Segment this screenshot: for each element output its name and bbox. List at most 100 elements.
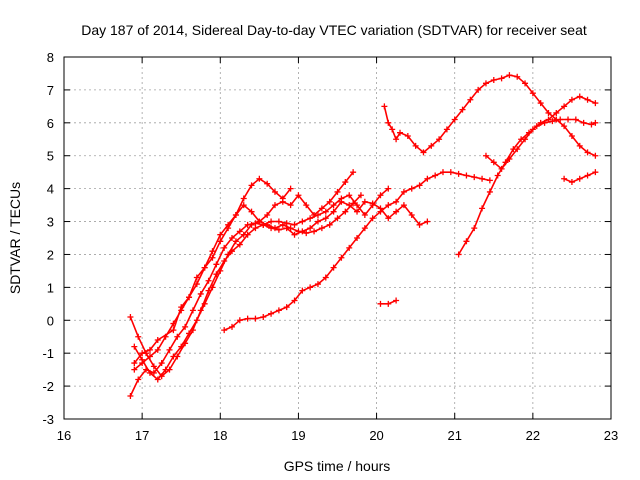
- data-point: [279, 221, 286, 228]
- data-point: [127, 392, 134, 399]
- data-point: [385, 202, 392, 209]
- x-axis-label: GPS time / hours: [284, 458, 391, 474]
- data-point: [162, 366, 169, 373]
- data-point: [314, 218, 321, 225]
- data-point: [553, 109, 560, 116]
- data-point: [475, 86, 482, 93]
- data-point: [170, 327, 177, 334]
- data-point: [158, 360, 165, 367]
- data-point: [307, 215, 314, 222]
- data-point: [522, 136, 529, 143]
- y-tick-label: 3: [47, 215, 54, 230]
- data-point: [369, 215, 376, 222]
- series-layer: [127, 72, 599, 399]
- y-tick-label: 8: [47, 50, 54, 65]
- data-point: [318, 225, 325, 232]
- x-tick-label: 21: [447, 428, 461, 443]
- data-point: [186, 330, 193, 337]
- data-point: [389, 126, 396, 133]
- data-point: [299, 218, 306, 225]
- data-point: [576, 93, 583, 100]
- data-point: [229, 235, 236, 241]
- data-point: [486, 188, 493, 195]
- data-point: [522, 80, 529, 87]
- y-tick-label: -1: [42, 346, 54, 361]
- data-point: [537, 100, 544, 107]
- data-point: [565, 116, 572, 123]
- x-tick-label: 19: [291, 428, 305, 443]
- data-point: [576, 175, 583, 182]
- data-point: [322, 208, 329, 215]
- data-point: [314, 281, 321, 288]
- data-point: [232, 211, 239, 218]
- data-point: [271, 225, 278, 232]
- data-point: [498, 165, 505, 172]
- y-tick-label: -2: [42, 379, 54, 394]
- data-point: [568, 132, 575, 139]
- data-point: [221, 327, 228, 334]
- data-point: [299, 287, 306, 294]
- data-point: [490, 77, 497, 84]
- data-point: [537, 119, 544, 126]
- data-point: [592, 100, 599, 107]
- x-tick-label: 18: [213, 428, 227, 443]
- data-point: [385, 119, 392, 126]
- series-track-7: [377, 297, 400, 307]
- data-point: [291, 231, 298, 238]
- x-tick-label: 17: [135, 428, 149, 443]
- y-tick-label: -3: [42, 412, 54, 427]
- data-point: [354, 235, 361, 241]
- data-point: [264, 180, 271, 187]
- data-point: [291, 221, 298, 228]
- data-point: [275, 226, 282, 233]
- data-point: [561, 103, 568, 110]
- y-tick-label: 6: [47, 116, 54, 131]
- series-track-5: [131, 192, 364, 383]
- data-point: [314, 211, 321, 218]
- data-point: [135, 333, 142, 340]
- data-point: [131, 343, 138, 350]
- data-point: [377, 208, 384, 215]
- data-point: [229, 323, 236, 330]
- data-point: [334, 215, 341, 222]
- data-point: [307, 225, 314, 232]
- data-point: [303, 230, 310, 237]
- data-point: [174, 333, 181, 340]
- data-point: [295, 192, 302, 199]
- data-point: [283, 220, 290, 227]
- data-point: [514, 73, 521, 80]
- data-point: [545, 109, 552, 116]
- series-track-10: [482, 93, 599, 172]
- data-point: [400, 202, 407, 209]
- x-tick-label: 22: [526, 428, 540, 443]
- data-point: [592, 152, 599, 159]
- data-point: [236, 241, 243, 248]
- x-tick-label: 20: [369, 428, 383, 443]
- data-point: [268, 310, 275, 317]
- data-point: [322, 274, 329, 281]
- data-point: [303, 202, 310, 209]
- data-point: [217, 267, 224, 274]
- data-point: [420, 149, 427, 156]
- data-point: [338, 195, 345, 202]
- data-point: [506, 156, 513, 163]
- data-point: [463, 238, 470, 245]
- plot-frame: [63, 56, 612, 420]
- data-point: [557, 116, 564, 123]
- data-point: [354, 208, 361, 215]
- y-tick-label: 7: [47, 83, 54, 98]
- data-point: [529, 90, 536, 97]
- data-point: [385, 215, 392, 222]
- data-point: [248, 221, 255, 228]
- data-point: [443, 126, 450, 133]
- data-point: [193, 274, 200, 281]
- series-track-11: [561, 169, 599, 186]
- data-point: [393, 136, 400, 143]
- data-point: [432, 172, 439, 179]
- data-point: [514, 146, 521, 153]
- data-point: [209, 248, 216, 255]
- data-point: [428, 142, 435, 149]
- data-point: [588, 121, 595, 128]
